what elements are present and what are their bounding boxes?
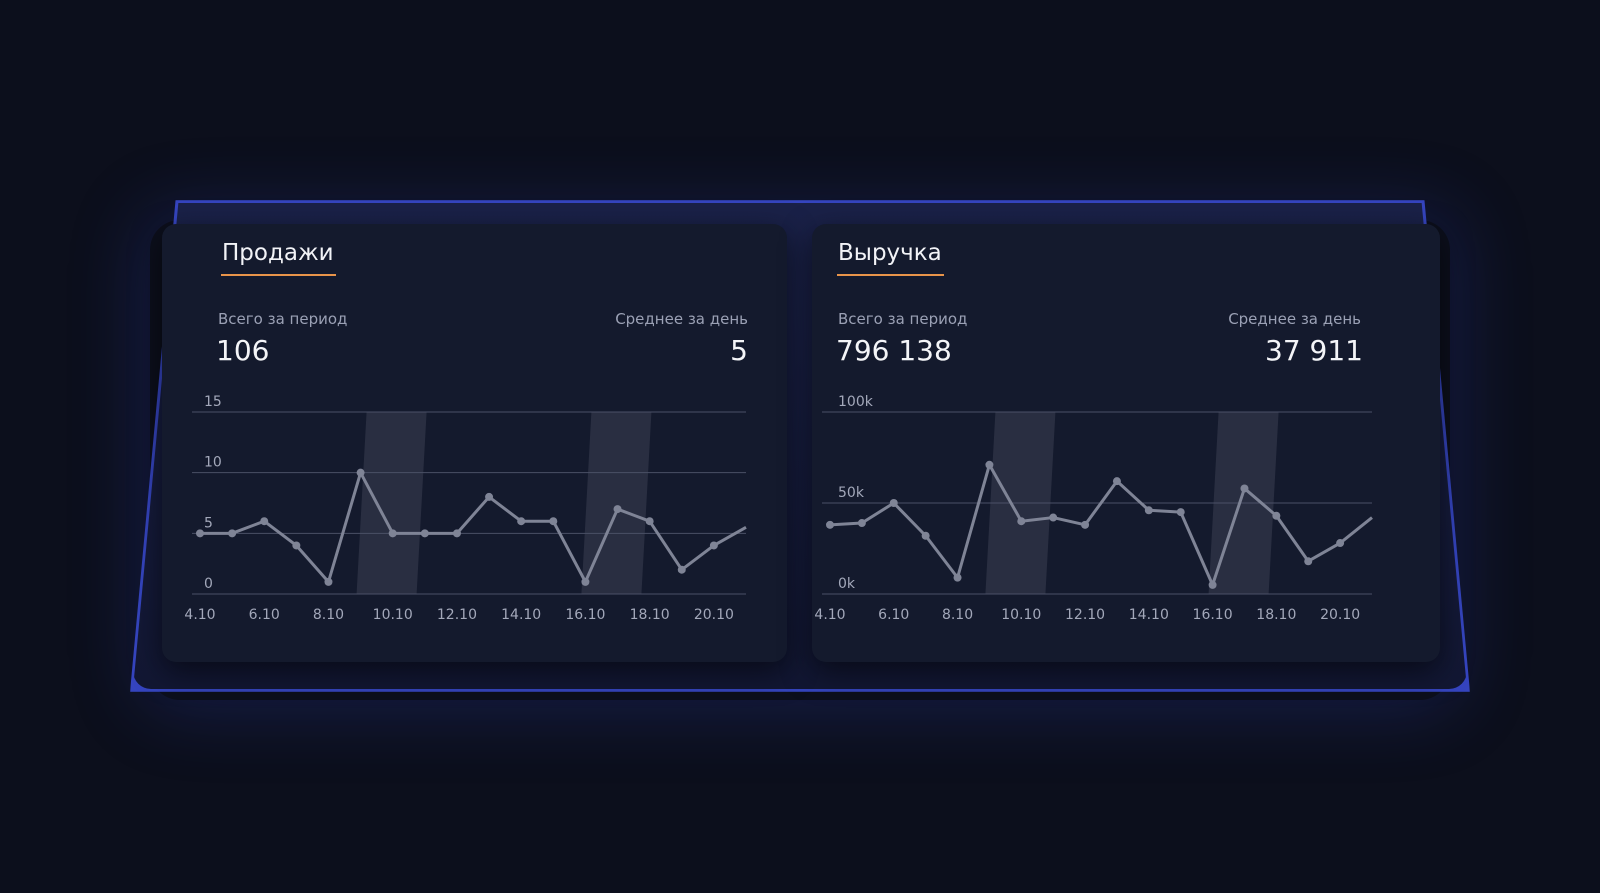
data-point <box>228 529 237 538</box>
active-tab-underline <box>837 274 944 276</box>
y-tick-label: 5 <box>204 515 213 531</box>
data-point <box>1049 513 1058 522</box>
data-point <box>1208 580 1217 589</box>
y-tick-label: 0k <box>838 576 856 592</box>
data-point <box>985 460 994 469</box>
data-point <box>549 517 558 526</box>
data-point <box>1112 477 1121 486</box>
series-line <box>829 463 1373 587</box>
data-point <box>1081 520 1090 529</box>
sales-chart: 0 5 10 15 4.10 6.10 8.10 10.10 12.10 14.10 16.10 18… <box>184 394 747 623</box>
data-point <box>1304 557 1313 566</box>
revenue-chart: 0k 50k 100k 4.10 6.10 8.10 10.10 12.10 14.10 16.1… <box>814 394 1373 623</box>
series-line <box>200 471 747 584</box>
data-point <box>953 573 962 582</box>
data-point <box>420 529 429 538</box>
data-point <box>292 541 301 550</box>
y-tick-label: 0 <box>204 576 213 592</box>
sales-tab[interactable]: Продажи <box>221 240 336 276</box>
x-tick-label: 14.10 <box>501 607 541 623</box>
x-tick-label: 4.10 <box>814 607 845 623</box>
y-tick-label: 50k <box>838 485 865 501</box>
x-tick-label: 12.10 <box>437 607 477 623</box>
active-tab-underline <box>221 274 336 276</box>
data-point <box>709 541 718 550</box>
y-tick-label: 15 <box>204 394 222 410</box>
data-point <box>260 517 269 526</box>
sales-title: Продажи <box>222 240 334 266</box>
x-tick-label: 8.10 <box>942 607 973 623</box>
x-tick-label: 4.10 <box>184 607 215 623</box>
sales-panel: Продажи Всего за период 106 Среднее за д… <box>162 224 787 662</box>
data-point <box>613 505 622 514</box>
data-point <box>356 468 365 477</box>
data-point <box>1176 508 1185 517</box>
data-point <box>485 492 494 501</box>
data-point <box>1272 511 1281 520</box>
highlight-band <box>356 412 427 594</box>
data-point <box>677 565 686 574</box>
x-tick-label: 20.10 <box>694 607 734 623</box>
x-tick-label: 8.10 <box>313 607 344 623</box>
x-tick-label: 18.10 <box>1256 607 1296 623</box>
data-point <box>1240 484 1249 493</box>
data-point <box>388 529 397 538</box>
x-tick-label: 20.10 <box>1320 607 1360 623</box>
x-tick-label: 16.10 <box>565 607 605 623</box>
data-point <box>826 520 834 529</box>
x-tick-label: 14.10 <box>1129 607 1169 623</box>
sales-avg-label: Среднее за день <box>615 310 748 328</box>
data-point <box>452 529 461 538</box>
data-point <box>857 519 866 528</box>
y-tick-label: 10 <box>204 455 222 471</box>
data-point <box>581 577 590 586</box>
revenue-tab[interactable]: Выручка <box>837 240 944 276</box>
x-tick-label: 6.10 <box>878 607 909 623</box>
revenue-avg-value: 37 911 <box>1265 334 1363 367</box>
revenue-total-value: 796 138 <box>836 334 952 367</box>
x-tick-label: 12.10 <box>1065 607 1105 623</box>
revenue-total-label: Всего за период <box>838 310 968 328</box>
data-point <box>921 531 930 540</box>
y-tick-label: 100k <box>838 394 874 410</box>
revenue-panel: Выручка Всего за период 796 138 Среднее … <box>812 224 1440 662</box>
x-tick-label: 16.10 <box>1193 607 1233 623</box>
sales-total-label: Всего за период <box>218 310 348 328</box>
data-point <box>1336 539 1345 548</box>
data-point <box>324 577 333 586</box>
sales-avg-value: 5 <box>730 334 748 367</box>
revenue-avg-label: Среднее за день <box>1228 310 1361 328</box>
data-point <box>517 517 526 526</box>
data-point <box>645 517 654 526</box>
x-tick-label: 10.10 <box>1001 607 1041 623</box>
data-point <box>196 529 204 538</box>
data-point <box>1144 506 1153 515</box>
sales-total-value: 106 <box>216 334 270 367</box>
data-point <box>889 499 898 507</box>
revenue-title: Выручка <box>838 240 942 266</box>
data-point <box>1017 517 1026 526</box>
x-tick-label: 10.10 <box>373 607 413 623</box>
x-tick-label: 18.10 <box>630 607 670 623</box>
x-tick-label: 6.10 <box>249 607 280 623</box>
